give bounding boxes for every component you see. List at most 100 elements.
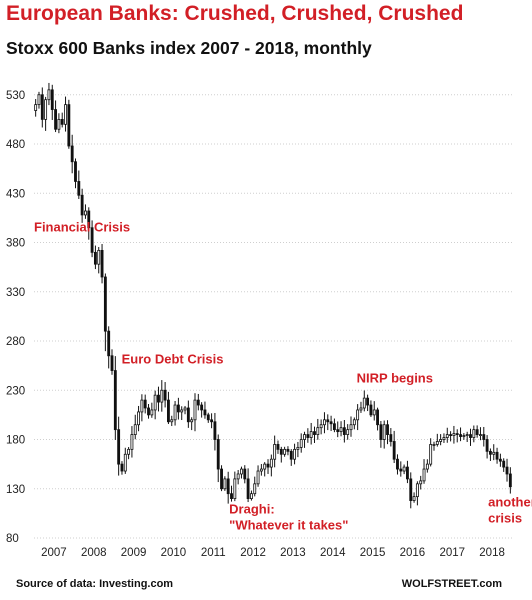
candle-body [389, 434, 393, 442]
candle-body [492, 451, 496, 455]
annotations: Financial Crisis Euro Debt Crisis Draghi: "… [34, 220, 532, 533]
candle-body [123, 453, 127, 472]
candle-body [485, 439, 489, 452]
candle-body [435, 441, 439, 445]
candle-body [392, 441, 396, 460]
candle-body [289, 450, 293, 460]
x-tick-label: 2009 [121, 547, 147, 559]
candle-body [482, 434, 486, 440]
candle-body [160, 389, 164, 403]
candle-body [279, 448, 283, 455]
source-note: Source of data: Investing.com [16, 578, 174, 590]
candle-body [120, 463, 124, 472]
candle-body [34, 104, 38, 111]
candle-body [269, 458, 273, 468]
candle-body [210, 419, 214, 423]
chart-title: European Banks: Crushed, Crushed, Crushe… [6, 2, 464, 25]
x-tick-label: 2007 [41, 547, 67, 559]
candle-body [137, 411, 140, 426]
candle-body [452, 433, 456, 436]
candle-body [100, 249, 104, 278]
candle-body [425, 463, 429, 470]
candle-body [150, 409, 154, 416]
candle-body [505, 466, 509, 475]
candle-body [306, 434, 310, 438]
candle-body [273, 444, 277, 460]
candle-body [339, 427, 343, 433]
candle-body [359, 407, 363, 411]
candle-body [170, 419, 174, 423]
x-tick-label: 2014 [320, 547, 346, 559]
candle-body [366, 397, 370, 406]
candle-body [167, 399, 170, 423]
candle-body [57, 118, 61, 130]
candle-body [220, 468, 223, 490]
y-tick-label: 230 [6, 385, 25, 397]
candle-body [173, 404, 177, 421]
candle-body [90, 227, 94, 253]
candle-body [196, 399, 200, 406]
candle-body [67, 104, 71, 147]
candle-body [213, 421, 217, 440]
candle-body [336, 429, 340, 433]
candle-body [409, 478, 413, 501]
candle-body [376, 409, 379, 426]
candle-body [432, 444, 436, 446]
y-axis-ticks: 80 130 180 230 280 330 380 430 480 530 [6, 90, 25, 545]
candle-body [296, 446, 300, 450]
candle-body [133, 424, 137, 435]
candle-body [143, 399, 147, 409]
candle-body [399, 468, 403, 472]
candle-body [369, 404, 373, 416]
y-tick-label: 180 [6, 435, 25, 447]
candle-body [465, 434, 469, 436]
candle-body [479, 434, 482, 436]
candle-body [449, 434, 453, 436]
candle-body [64, 104, 67, 125]
brand-mark: WOLFSTREET.com [401, 578, 502, 590]
candle-body [299, 439, 303, 448]
candle-body [226, 478, 230, 495]
candle-body [249, 493, 253, 500]
candle-body [276, 444, 280, 450]
candle-body [37, 94, 41, 106]
candle-body [498, 458, 502, 462]
candle-body [233, 478, 237, 500]
candle-body [256, 470, 260, 485]
x-tick-label: 2008 [81, 547, 107, 559]
candle-body [429, 444, 433, 465]
candle-body [54, 109, 58, 130]
candle-body [283, 448, 287, 455]
x-tick-label: 2016 [400, 547, 426, 559]
candle-body [230, 493, 233, 500]
candle-body [462, 435, 466, 437]
candle-body [193, 399, 197, 421]
candle-body [352, 419, 356, 426]
candle-body [415, 483, 419, 498]
candle-body [342, 427, 346, 435]
candle-body [326, 419, 330, 423]
candle-body [84, 210, 87, 216]
x-tick-label: 2011 [201, 547, 226, 559]
y-tick-label: 380 [6, 238, 25, 250]
candle-body [502, 460, 506, 468]
candle-body [488, 450, 492, 455]
y-tick-label: 280 [6, 336, 25, 348]
candle-body [200, 404, 204, 411]
candle-body [382, 424, 386, 440]
candle-body [183, 407, 187, 411]
candle-body [113, 370, 117, 431]
candle-body [246, 478, 250, 500]
candle-body [97, 249, 101, 265]
candle-body [117, 429, 121, 465]
candle-body [402, 466, 406, 472]
candle-body [266, 463, 270, 468]
y-tick-label: 480 [6, 139, 25, 151]
candle-body [44, 99, 48, 120]
candle-body [412, 496, 416, 501]
chart-annotation: Draghi: "Whatever it takes" [229, 501, 348, 532]
candle-body [455, 433, 459, 435]
chart-annotation: NIRP begins [357, 370, 433, 385]
candle-body [157, 394, 160, 403]
